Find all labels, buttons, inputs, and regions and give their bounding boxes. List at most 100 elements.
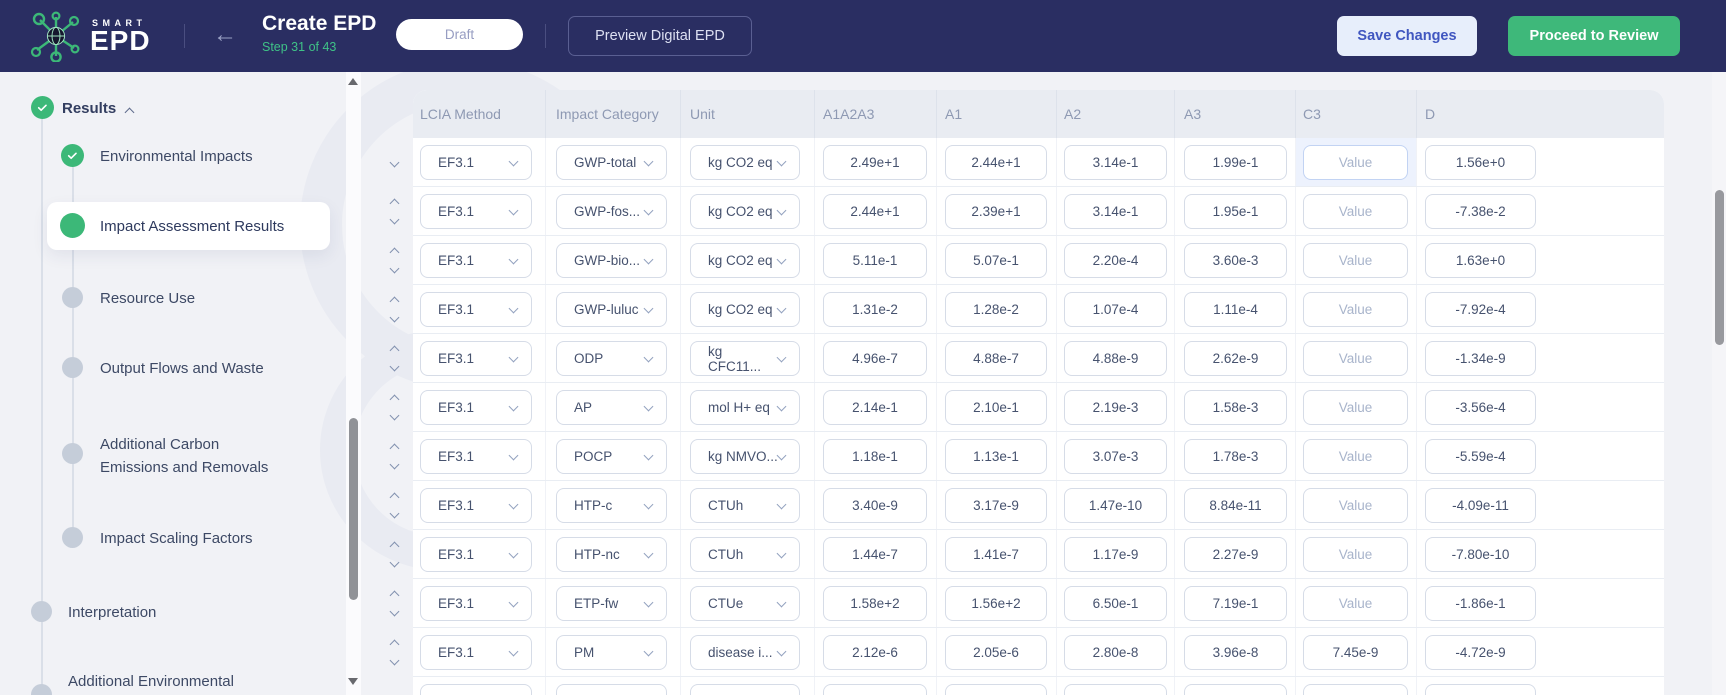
a1-value-input[interactable]: 5.07e-1: [945, 243, 1047, 278]
a1-value-input[interactable]: 4.88e-7: [945, 341, 1047, 376]
impact-category-select[interactable]: PM: [556, 635, 667, 670]
a2-value-input[interactable]: 3.07e-3: [1064, 439, 1167, 474]
page-scrollbar-track[interactable]: [1712, 72, 1726, 695]
move-row-down-icon[interactable]: [389, 459, 399, 470]
c3-value-input[interactable]: Value: [1303, 390, 1408, 425]
c3-value-input[interactable]: Value: [1303, 586, 1408, 621]
move-row-down-icon[interactable]: [389, 214, 399, 225]
unit-select[interactable]: kg NMVO...: [690, 439, 800, 474]
a1a2a3-value-input[interactable]: 3.40e-9: [823, 488, 927, 523]
a1a2a3-value-input[interactable]: 1.18e-1: [823, 439, 927, 474]
impact-category-select[interactable]: GWP-fos...: [556, 194, 667, 229]
step-active-icon[interactable]: [60, 213, 85, 238]
a2-value-input[interactable]: [1064, 684, 1167, 695]
move-row-down-icon[interactable]: [389, 312, 399, 323]
move-row-up-icon[interactable]: [389, 198, 399, 209]
sidebar-item-impact-assessment-results-label[interactable]: Impact Assessment Results: [100, 218, 285, 235]
c3-value-input[interactable]: Value: [1303, 194, 1408, 229]
move-row-up-icon[interactable]: [389, 247, 399, 258]
lcia-method-select[interactable]: EF3.1: [420, 145, 532, 180]
move-row-up-icon[interactable]: [389, 443, 399, 454]
impact-category-select[interactable]: ODP: [556, 341, 667, 376]
d-value-input[interactable]: 1.56e+0: [1425, 145, 1536, 180]
impact-category-select[interactable]: GWP-total: [556, 145, 667, 180]
a3-value-input[interactable]: 3.96e-8: [1184, 635, 1287, 670]
lcia-method-select[interactable]: EF3.1: [420, 635, 532, 670]
move-row-up-icon[interactable]: [389, 492, 399, 503]
unit-select[interactable]: disease i...: [690, 635, 800, 670]
sidebar-item-additional-carbon[interactable]: Additional Carbon Emissions and Removals: [100, 436, 269, 476]
d-value-input[interactable]: -5.59e-4: [1425, 439, 1536, 474]
step-done-icon[interactable]: [31, 96, 54, 119]
impact-category-select[interactable]: ETP-fw: [556, 586, 667, 621]
move-row-up-icon[interactable]: [389, 541, 399, 552]
lcia-method-select[interactable]: EF3.1: [420, 488, 532, 523]
sidebar-item-impact-assessment-results[interactable]: [47, 202, 330, 250]
move-row-down-icon[interactable]: [389, 263, 399, 274]
a1a2a3-value-input[interactable]: 1.58e+2: [823, 586, 927, 621]
a2-value-input[interactable]: 1.47e-10: [1064, 488, 1167, 523]
a1a2a3-value-input[interactable]: 2.49e+1: [823, 145, 927, 180]
a2-value-input[interactable]: 2.80e-8: [1064, 635, 1167, 670]
a2-value-input[interactable]: 3.14e-1: [1064, 194, 1167, 229]
d-value-input[interactable]: -4.09e-11: [1425, 488, 1536, 523]
step-pending-icon[interactable]: [62, 287, 83, 308]
a3-value-input[interactable]: 3.60e-3: [1184, 243, 1287, 278]
a2-value-input[interactable]: 2.19e-3: [1064, 390, 1167, 425]
a1-value-input[interactable]: 1.13e-1: [945, 439, 1047, 474]
a1a2a3-value-input[interactable]: [823, 684, 927, 695]
unit-select[interactable]: CTUh: [690, 537, 800, 572]
a3-value-input[interactable]: 1.58e-3: [1184, 390, 1287, 425]
impact-category-select[interactable]: [556, 684, 667, 695]
a1a2a3-value-input[interactable]: 1.44e-7: [823, 537, 927, 572]
sidebar-scrollbar-track[interactable]: [346, 72, 361, 695]
a2-value-input[interactable]: 1.07e-4: [1064, 292, 1167, 327]
move-row-down-icon[interactable]: [389, 557, 399, 568]
sidebar-item-environmental-impacts[interactable]: Environmental Impacts: [100, 148, 253, 165]
step-pending-icon[interactable]: [31, 601, 52, 622]
lcia-method-select[interactable]: EF3.1: [420, 292, 532, 327]
unit-select[interactable]: kg CO2 eq: [690, 194, 800, 229]
a1-value-input[interactable]: [945, 684, 1047, 695]
move-row-down-icon[interactable]: [389, 361, 399, 372]
sidebar-scrollbar-thumb[interactable]: [349, 418, 358, 600]
move-row-down-icon[interactable]: [389, 655, 399, 666]
unit-select[interactable]: CTUh: [690, 488, 800, 523]
a3-value-input[interactable]: [1184, 684, 1287, 695]
c3-value-input[interactable]: 7.45e-9: [1303, 635, 1408, 670]
impact-category-select[interactable]: GWP-bio...: [556, 243, 667, 278]
scroll-up-arrow-icon[interactable]: [348, 78, 358, 85]
lcia-method-select[interactable]: EF3.1: [420, 586, 532, 621]
d-value-input[interactable]: -1.34e-9: [1425, 341, 1536, 376]
move-row-down-icon[interactable]: [389, 157, 399, 168]
c3-value-input[interactable]: Value: [1303, 341, 1408, 376]
move-row-up-icon[interactable]: [389, 394, 399, 405]
a1a2a3-value-input[interactable]: 5.11e-1: [823, 243, 927, 278]
a3-value-input[interactable]: 2.27e-9: [1184, 537, 1287, 572]
unit-select[interactable]: CTUe: [690, 586, 800, 621]
lcia-method-select[interactable]: [420, 684, 532, 695]
sidebar-item-output-flows-and-waste[interactable]: Output Flows and Waste: [100, 360, 264, 377]
unit-select[interactable]: kg CO2 eq: [690, 292, 800, 327]
impact-category-select[interactable]: AP: [556, 390, 667, 425]
lcia-method-select[interactable]: EF3.1: [420, 194, 532, 229]
preview-digital-epd-button[interactable]: Preview Digital EPD: [568, 16, 752, 56]
lcia-method-select[interactable]: EF3.1: [420, 439, 532, 474]
step-pending-icon[interactable]: [62, 527, 83, 548]
a1-value-input[interactable]: 2.39e+1: [945, 194, 1047, 229]
c3-value-input[interactable]: Value: [1303, 439, 1408, 474]
a3-value-input[interactable]: 1.78e-3: [1184, 439, 1287, 474]
unit-select[interactable]: kg CFC11...: [690, 341, 800, 376]
step-pending-icon[interactable]: [62, 357, 83, 378]
impact-category-select[interactable]: HTP-nc: [556, 537, 667, 572]
a1a2a3-value-input[interactable]: 2.14e-1: [823, 390, 927, 425]
impact-category-select[interactable]: HTP-c: [556, 488, 667, 523]
a1a2a3-value-input[interactable]: 4.96e-7: [823, 341, 927, 376]
a3-value-input[interactable]: 7.19e-1: [1184, 586, 1287, 621]
a1-value-input[interactable]: 1.41e-7: [945, 537, 1047, 572]
d-value-input[interactable]: -3.56e-4: [1425, 390, 1536, 425]
move-row-up-icon[interactable]: [389, 345, 399, 356]
page-scrollbar-thumb[interactable]: [1715, 190, 1724, 345]
step-done-icon[interactable]: [61, 144, 84, 167]
lcia-method-select[interactable]: EF3.1: [420, 537, 532, 572]
